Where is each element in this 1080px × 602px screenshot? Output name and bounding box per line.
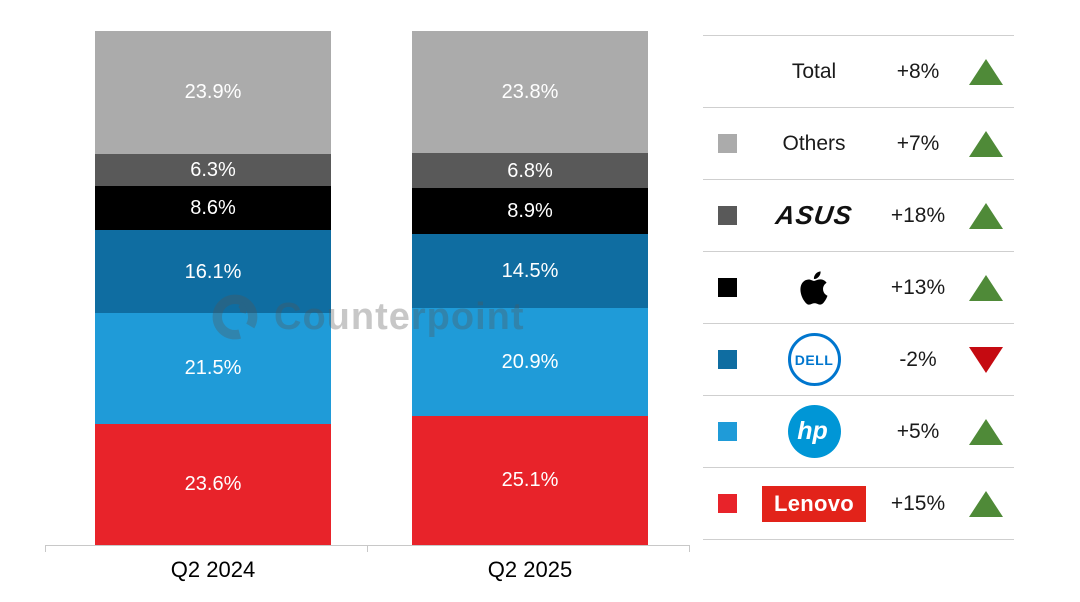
dell-logo: DELL <box>787 333 841 386</box>
x-axis-label-q2-2025: Q2 2025 <box>487 557 573 582</box>
legend-row-asus: ASUS +18% <box>703 179 1014 251</box>
bar-segment-asus-q2-2025: 6.8% <box>412 153 648 189</box>
hp-swatch <box>718 422 737 441</box>
dell-change: -2% <box>899 347 937 371</box>
segment-value-label: 23.9% <box>184 81 242 104</box>
segment-value-label: 6.3% <box>190 158 236 181</box>
apple-trend-up-icon <box>968 274 1003 301</box>
segment-value-label: 6.8% <box>507 159 553 182</box>
legend-row-dell: DELL -2% <box>703 323 1014 395</box>
bar-segment-asus-q2-2024: 6.3% <box>95 153 331 187</box>
lenovo-swatch <box>718 494 737 513</box>
lenovo-logo: Lenovo <box>762 485 866 522</box>
bar-segment-others-q2-2024: 23.9% <box>95 31 331 154</box>
others-trend-up-icon <box>968 130 1003 157</box>
x-axis-tick <box>367 545 368 552</box>
bar-q2-2024: 23.9% 6.3% 8.6% 16.1% 21.5% 23.6% <box>95 31 331 545</box>
hp-trend-up-icon <box>968 418 1003 445</box>
bar-segment-hp-q2-2024: 21.5% <box>95 313 331 424</box>
others-swatch <box>718 134 737 153</box>
legend-row-total: Total +8% <box>703 35 1014 107</box>
bar-segment-lenovo-q2-2024: 23.6% <box>95 423 331 545</box>
segment-value-label: 14.5% <box>501 260 559 283</box>
others-change: +7% <box>896 131 940 155</box>
segment-value-label: 8.6% <box>190 197 236 220</box>
others-label: Others <box>782 131 846 155</box>
lenovo-trend-up-icon <box>968 490 1003 517</box>
segment-value-label: 21.5% <box>184 357 242 380</box>
total-change: +8% <box>896 59 940 83</box>
total-label: Total <box>791 59 837 83</box>
segment-value-label: 25.1% <box>501 469 559 492</box>
asus-swatch <box>718 206 737 225</box>
x-axis-tick <box>689 545 690 552</box>
bar-segment-dell-q2-2024: 16.1% <box>95 230 331 314</box>
asus-change: +18% <box>890 203 946 227</box>
dell-trend-down-icon <box>968 346 1003 373</box>
apple-swatch <box>718 278 737 297</box>
lenovo-change: +15% <box>890 491 946 515</box>
segment-value-label: 8.9% <box>507 200 553 223</box>
x-axis-label-q2-2024: Q2 2024 <box>170 557 256 582</box>
bar-segment-others-q2-2025: 23.8% <box>412 31 648 154</box>
dell-swatch <box>718 350 737 369</box>
legend-row-others: Others +7% <box>703 107 1014 179</box>
x-axis-tick <box>45 545 46 552</box>
bar-segment-dell-q2-2025: 14.5% <box>412 233 648 309</box>
bar-q2-2025: 23.8% 6.8% 8.9% 14.5% 20.9% 25.1% <box>412 31 648 545</box>
segment-value-label: 23.8% <box>501 81 559 104</box>
legend-row-hp: hp +5% <box>703 395 1014 467</box>
apple-change: +13% <box>890 275 946 299</box>
segment-value-label: 23.6% <box>184 473 242 496</box>
bar-segment-hp-q2-2025: 20.9% <box>412 308 648 416</box>
apple-logo-icon <box>800 270 828 305</box>
segment-value-label: 20.9% <box>501 351 559 374</box>
segment-value-label: 16.1% <box>184 260 242 283</box>
hp-logo: hp <box>787 405 841 458</box>
bar-segment-apple-q2-2025: 8.9% <box>412 188 648 234</box>
asus-trend-up-icon <box>968 202 1003 229</box>
asus-logo: ASUS <box>773 200 855 230</box>
hp-change: +5% <box>896 419 940 443</box>
bar-segment-lenovo-q2-2025: 25.1% <box>412 415 648 545</box>
bar-segment-apple-q2-2024: 8.6% <box>95 186 331 231</box>
total-trend-up-icon <box>968 58 1003 85</box>
legend-row-apple: +13% <box>703 251 1014 323</box>
legend-panel: Total +8% Others +7% ASUS +18% +13% <box>703 35 1014 540</box>
legend-row-lenovo: Lenovo +15% <box>703 467 1014 539</box>
